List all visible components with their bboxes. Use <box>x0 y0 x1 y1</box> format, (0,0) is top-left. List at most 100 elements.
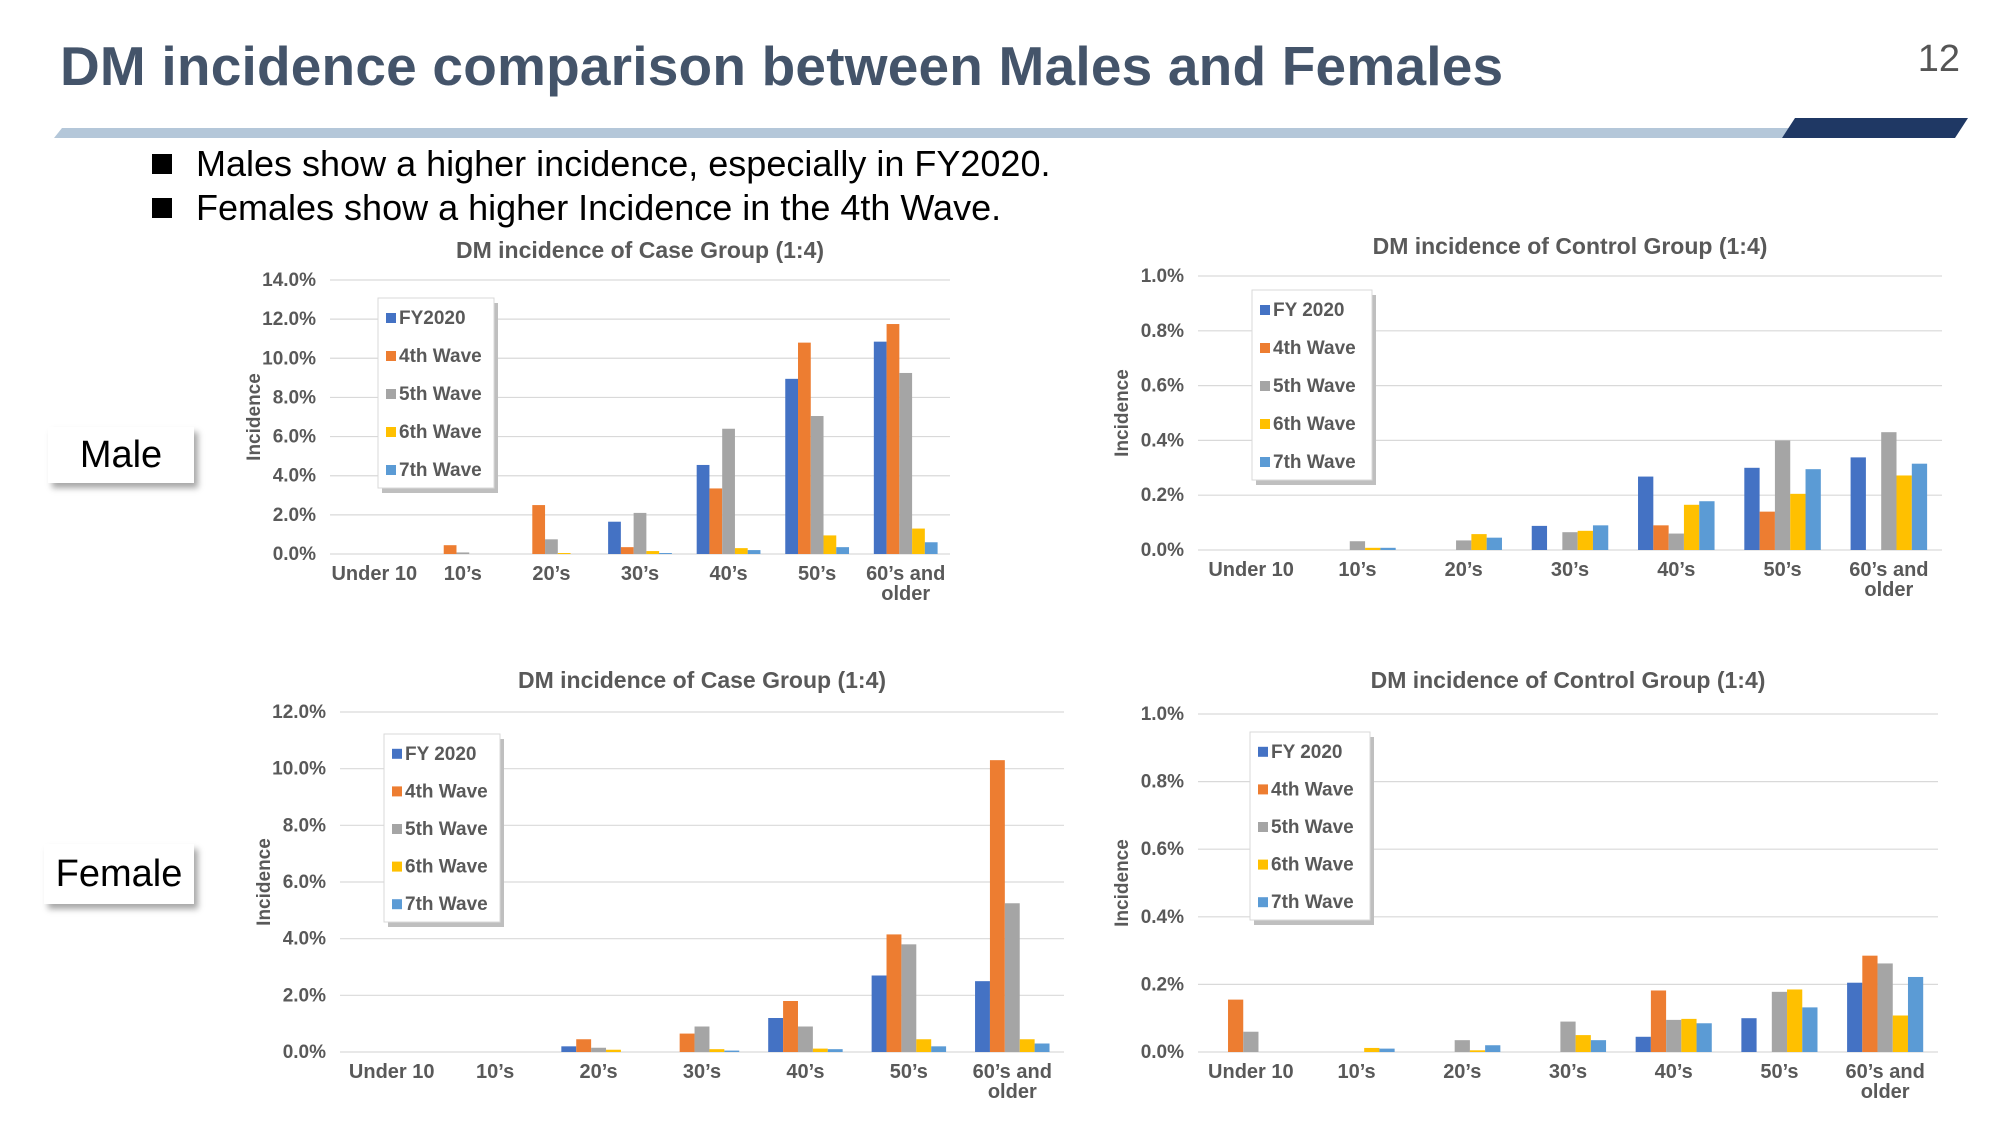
bar <box>1805 469 1821 550</box>
y-tick-label: 4.0% <box>283 929 326 950</box>
x-tick-label: 20’s <box>1443 1061 1481 1083</box>
bar <box>1850 457 1866 550</box>
x-tick-label: Under 10 <box>1208 1061 1294 1083</box>
bar <box>1699 501 1715 550</box>
bar <box>1364 1047 1380 1052</box>
bar <box>747 550 761 554</box>
legend-swatch <box>386 313 396 323</box>
x-tick-label: 40’s <box>786 1061 824 1083</box>
bar <box>783 1001 798 1052</box>
legend-label: 4th Wave <box>1273 338 1356 359</box>
bar <box>886 934 902 1052</box>
legend-label: 6th Wave <box>1273 414 1356 435</box>
bar <box>1638 476 1654 550</box>
bar <box>886 324 900 554</box>
bar <box>1668 533 1684 550</box>
legend-swatch <box>386 427 396 437</box>
y-tick-label: 0.2% <box>1141 974 1184 995</box>
chart-title: DM incidence of Control Group (1:4) <box>1371 667 1766 693</box>
x-tick-label: 20’s <box>1445 559 1483 581</box>
x-tick-label: 60’s and <box>866 563 945 585</box>
bar <box>1469 1050 1486 1052</box>
bar <box>1771 991 1788 1052</box>
x-tick-label: Under 10 <box>331 563 417 585</box>
bar <box>1892 1015 1908 1052</box>
bar <box>620 547 634 554</box>
x-tick-label: older <box>881 583 930 605</box>
bar <box>873 341 887 554</box>
bar <box>1562 532 1578 550</box>
chart-canvas: DM incidence of Control Group (1:4) 0.0% 0… <box>1112 233 1942 601</box>
bullet-item: Males show a higher incidence, especiall… <box>152 142 1050 186</box>
bar <box>591 1047 607 1052</box>
bar <box>836 547 850 554</box>
x-tick-label: 10’s <box>476 1061 514 1083</box>
legend-label: 7th Wave <box>399 460 482 481</box>
bullet-item: Females show a higher Incidence in the 4… <box>152 186 1050 230</box>
bar <box>1683 504 1700 550</box>
x-tick-label: 40’s <box>709 563 747 585</box>
bar <box>1877 963 1893 1052</box>
x-tick-label: 10’s <box>1337 1061 1375 1083</box>
y-axis-label: Incidence <box>244 373 265 461</box>
bar <box>1575 1035 1591 1052</box>
chart-female-case: DM incidence of Case Group (1:4) 0.0% 2.0%… <box>238 662 1088 1112</box>
legend-label: FY2020 <box>399 308 466 329</box>
bar <box>1666 1019 1682 1052</box>
bar <box>1560 1021 1576 1052</box>
legend-swatch <box>392 748 402 759</box>
x-tick-label: 40’s <box>1657 559 1695 581</box>
legend-box <box>377 297 495 489</box>
legend-label: 7th Wave <box>1273 452 1356 473</box>
bar <box>1635 1036 1651 1052</box>
bar <box>1759 511 1775 550</box>
y-axis-label: Incidence <box>1112 839 1133 927</box>
bar <box>659 553 672 554</box>
bar <box>916 1039 932 1052</box>
legend-swatch <box>1258 784 1268 795</box>
bar <box>785 378 799 554</box>
bar <box>1471 534 1487 550</box>
y-tick-label: 0.6% <box>1141 376 1184 397</box>
bar <box>443 545 457 554</box>
legend-swatch <box>392 786 402 797</box>
legend-swatch <box>392 861 402 872</box>
legend-label: 6th Wave <box>405 857 488 878</box>
square-bullet-icon <box>152 154 172 174</box>
bar <box>1744 467 1760 550</box>
legend-label: 4th Wave <box>1271 779 1354 800</box>
x-tick-label: 30’s <box>1549 1061 1587 1083</box>
x-tick-label: older <box>1864 579 1913 601</box>
y-tick-label: 8.0% <box>273 387 316 408</box>
chart-canvas: DM incidence of Case Group (1:4) 0.0% 2.0%… <box>244 237 950 605</box>
legend-box <box>1249 731 1371 921</box>
bar <box>823 535 837 554</box>
legend-swatch <box>1258 822 1268 832</box>
bar <box>545 539 558 554</box>
underline-dark-bar <box>1782 118 1968 138</box>
y-tick-label: 0.0% <box>1141 540 1184 561</box>
legend-swatch <box>1258 859 1268 870</box>
legend-swatch <box>1260 343 1270 353</box>
x-tick-label: older <box>1861 1081 1910 1103</box>
bar <box>561 1046 577 1052</box>
x-tick-label: 50’s <box>1763 559 1801 581</box>
bar <box>1590 1040 1607 1052</box>
legend-swatch <box>1260 381 1270 391</box>
bar <box>734 548 748 554</box>
bar <box>1696 1023 1712 1052</box>
x-tick-label: Under 10 <box>1208 559 1294 581</box>
x-tick-label: 60’s and <box>1845 1061 1924 1083</box>
x-tick-label: 20’s <box>532 563 570 585</box>
bar <box>1456 540 1472 550</box>
y-tick-label: 10.0% <box>272 759 326 780</box>
legend-label: 5th Wave <box>399 384 482 405</box>
bullet-text: Males show a higher incidence, especiall… <box>196 143 1051 184</box>
legend-label: FY 2020 <box>405 744 476 765</box>
y-tick-label: 2.0% <box>273 505 316 526</box>
bar <box>798 342 811 554</box>
chart-title: DM incidence of Control Group (1:4) <box>1373 233 1768 259</box>
bar <box>646 551 660 554</box>
y-tick-label: 10.0% <box>262 348 316 369</box>
y-tick-label: 0.2% <box>1141 485 1184 506</box>
